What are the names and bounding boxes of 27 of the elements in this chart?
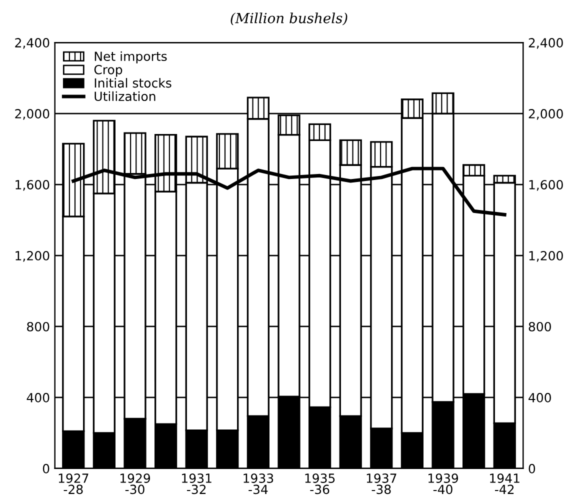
y2-tick-label: 2,400: [528, 38, 563, 49]
y-tick-label: 1,600: [16, 180, 50, 191]
y-tick-label: 800: [27, 322, 50, 332]
legend-label: Net imports: [94, 51, 167, 64]
y2-tick-label: 1,200: [529, 250, 563, 262]
x-tick-label: 1931 -32: [182, 474, 212, 494]
y-tick-label: 1,200: [16, 250, 50, 262]
x-tick-label: 1939 -40: [428, 474, 458, 494]
y-tick-label: 400: [26, 392, 50, 402]
y2-tick-label: 2,000: [528, 109, 563, 120]
x-tick-label: 1937 -38: [366, 474, 396, 494]
x-tick-label: 1941 -42: [490, 474, 520, 494]
x-tick-label: 1927 -28: [58, 474, 88, 494]
legend-label: Utilization: [94, 91, 156, 102]
chart-title: (Million bushels): [230, 12, 348, 26]
y-tick-label: 2,000: [15, 109, 50, 120]
legend-label: Crop: [94, 64, 122, 77]
y2-tick-label: 400: [528, 392, 551, 402]
x-tick-label: 1935 -36: [305, 474, 335, 494]
y2-tick-label: 1,600: [529, 180, 563, 191]
y2-tick-label: 800: [528, 322, 551, 332]
y2-tick-label: 0: [528, 464, 536, 474]
legend-label: Initial stocks: [94, 78, 172, 88]
y-tick-label: 0: [42, 464, 50, 474]
y-tick-label: 2,400: [15, 38, 50, 49]
x-tick-label: 1933 -34: [244, 474, 274, 494]
x-tick-label: 1929 -30: [120, 474, 150, 494]
